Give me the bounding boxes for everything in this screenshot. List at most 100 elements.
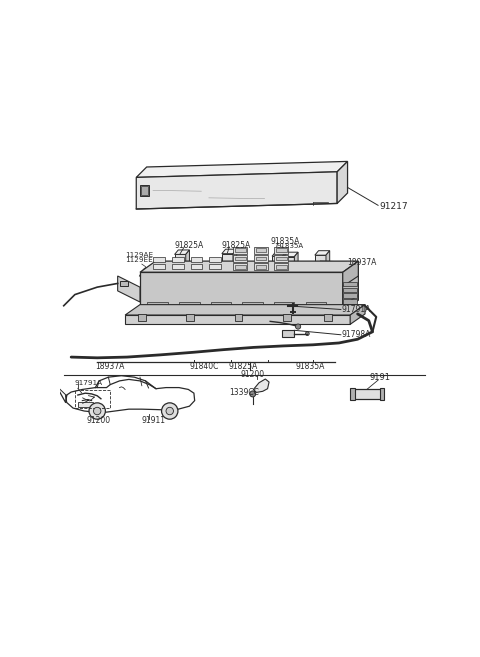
Text: 91835A: 91835A <box>270 237 300 246</box>
Text: 91200: 91200 <box>87 416 111 425</box>
Bar <box>256 257 266 260</box>
Bar <box>274 269 281 273</box>
Polygon shape <box>140 261 359 272</box>
Text: 18937A: 18937A <box>96 362 125 371</box>
Text: 1129EE: 1129EE <box>125 257 153 263</box>
Polygon shape <box>233 263 248 270</box>
Bar <box>211 302 231 308</box>
Polygon shape <box>274 255 288 262</box>
Polygon shape <box>186 250 190 269</box>
Polygon shape <box>209 263 221 269</box>
Text: 9191: 9191 <box>370 373 391 382</box>
Bar <box>235 314 242 321</box>
Polygon shape <box>343 261 359 311</box>
Circle shape <box>94 407 101 415</box>
Text: 91791A: 91791A <box>342 305 372 314</box>
Polygon shape <box>209 257 221 262</box>
Text: 91217: 91217 <box>379 202 408 210</box>
Polygon shape <box>175 254 186 269</box>
Polygon shape <box>253 379 269 392</box>
Polygon shape <box>315 251 330 255</box>
Bar <box>256 248 266 252</box>
Polygon shape <box>233 249 237 269</box>
Text: 91791A: 91791A <box>75 380 103 386</box>
Polygon shape <box>125 305 365 315</box>
Bar <box>344 300 357 304</box>
Polygon shape <box>337 162 348 204</box>
Bar <box>235 248 246 252</box>
Text: 91200: 91200 <box>241 370 265 378</box>
Polygon shape <box>282 252 286 269</box>
Bar <box>138 314 145 321</box>
Bar <box>235 257 246 260</box>
Polygon shape <box>140 272 343 311</box>
Text: 91911: 91911 <box>142 416 166 425</box>
Text: 91798A: 91798A <box>342 330 372 339</box>
Bar <box>344 282 357 286</box>
Text: 91835A: 91835A <box>295 362 324 371</box>
Polygon shape <box>315 255 326 269</box>
Polygon shape <box>140 274 144 278</box>
Polygon shape <box>272 256 282 269</box>
Polygon shape <box>282 330 294 337</box>
Polygon shape <box>118 276 140 302</box>
Polygon shape <box>191 263 203 269</box>
Polygon shape <box>350 305 365 325</box>
Polygon shape <box>233 247 248 254</box>
Text: 91835A: 91835A <box>276 243 304 249</box>
Polygon shape <box>136 172 337 209</box>
Bar <box>186 314 194 321</box>
Polygon shape <box>294 252 298 269</box>
Circle shape <box>305 332 309 336</box>
Polygon shape <box>254 255 268 262</box>
Polygon shape <box>233 255 248 262</box>
Text: 91825A: 91825A <box>175 240 204 250</box>
Bar <box>179 302 200 308</box>
Bar <box>276 265 287 269</box>
Polygon shape <box>274 263 288 270</box>
Polygon shape <box>274 247 288 254</box>
Bar <box>350 388 355 400</box>
Polygon shape <box>125 315 350 325</box>
Bar <box>324 314 332 321</box>
Polygon shape <box>326 251 330 269</box>
Bar <box>317 269 324 273</box>
Circle shape <box>166 407 173 415</box>
Polygon shape <box>284 257 294 269</box>
Bar <box>283 314 290 321</box>
Polygon shape <box>284 252 298 257</box>
Polygon shape <box>222 249 237 254</box>
Polygon shape <box>78 401 94 407</box>
Polygon shape <box>136 162 348 177</box>
Text: 91840C: 91840C <box>190 362 219 371</box>
Bar <box>276 257 287 260</box>
Bar <box>380 388 384 400</box>
Polygon shape <box>172 257 184 262</box>
Text: 91825A: 91825A <box>222 241 251 250</box>
Bar <box>344 294 357 298</box>
Bar <box>242 302 263 308</box>
Bar <box>177 268 184 272</box>
Bar <box>274 302 294 308</box>
Circle shape <box>162 403 178 419</box>
Bar <box>235 265 246 269</box>
Polygon shape <box>272 252 286 256</box>
Circle shape <box>89 403 106 419</box>
Bar <box>120 281 128 286</box>
Polygon shape <box>354 389 381 399</box>
Circle shape <box>296 324 300 329</box>
Bar <box>286 268 292 272</box>
Polygon shape <box>254 247 268 254</box>
Bar <box>305 302 326 308</box>
Polygon shape <box>172 263 184 269</box>
Bar <box>147 302 168 308</box>
Bar <box>75 390 110 408</box>
Polygon shape <box>222 254 233 269</box>
Polygon shape <box>154 257 165 262</box>
Bar <box>276 248 287 252</box>
Bar <box>256 265 266 269</box>
Polygon shape <box>254 263 268 270</box>
Polygon shape <box>154 263 165 269</box>
Text: 1339CC: 1339CC <box>229 388 259 397</box>
Text: 1129AE: 1129AE <box>125 252 153 258</box>
